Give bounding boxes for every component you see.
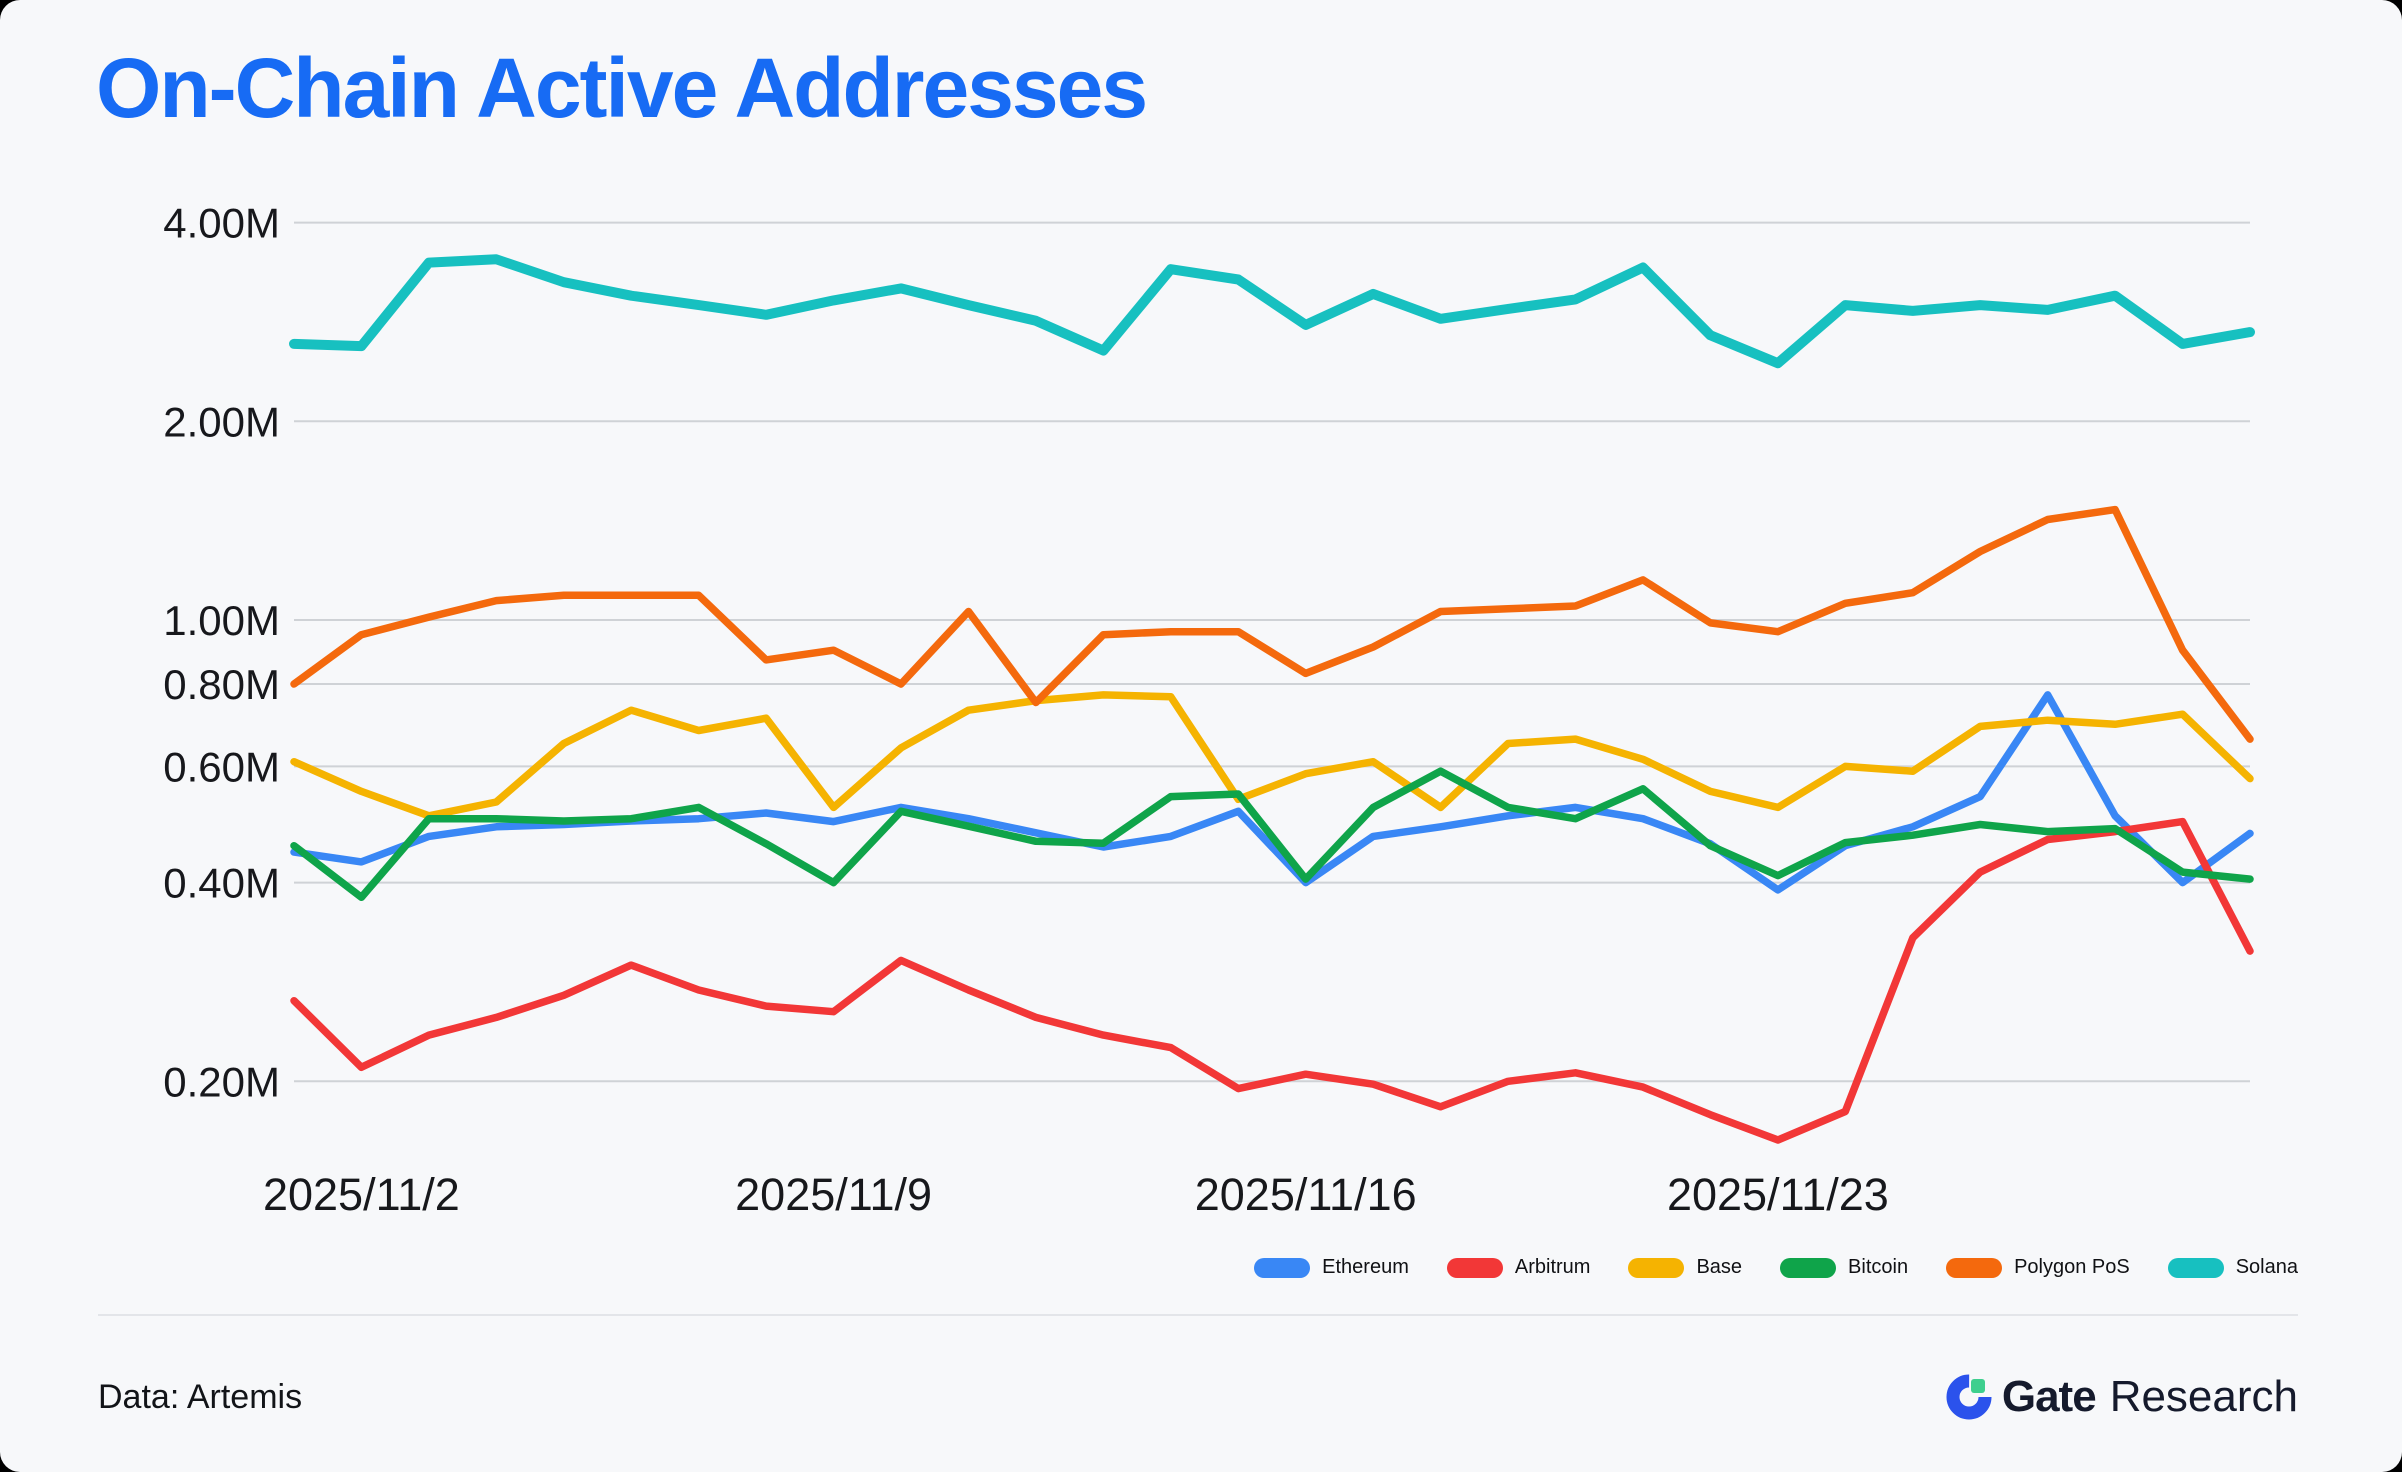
legend: Ethereum Arbitrum Base Bitcoin Polygon PoS So…	[1254, 1256, 2298, 1279]
legend-item-polygon-pos[interactable]: Polygon PoS	[1946, 1256, 2130, 1279]
legend-label: Polygon PoS	[2014, 1256, 2130, 1278]
brand-name-regular: Research	[2109, 1372, 2298, 1421]
legend-item-solana[interactable]: Solana	[2167, 1256, 2298, 1279]
legend-item-bitcoin[interactable]: Bitcoin	[1780, 1256, 1908, 1279]
line-ethereum[interactable]	[290, 691, 2254, 894]
line-chart: 4.00M 2.00M 1.00M 0.80M 0.60M 0.40M 0.20M 2025/…	[163, 200, 2255, 1220]
legend-swatch	[1254, 1257, 1311, 1278]
y-tick-label: 0.40M	[163, 860, 280, 907]
line-solana[interactable]	[289, 254, 2255, 369]
legend-swatch	[1946, 1257, 2003, 1278]
legend-item-arbitrum[interactable]: Arbitrum	[1446, 1256, 1591, 1279]
x-tick-label: 2025/11/9	[735, 1169, 932, 1220]
gate-logo-icon	[1946, 1374, 1992, 1420]
legend-swatch	[2167, 1257, 2224, 1278]
y-tick-label: 0.60M	[163, 743, 280, 790]
gate-logo-ring	[1946, 1374, 1992, 1420]
gate-logo-square	[1970, 1379, 1985, 1393]
legend-label: Arbitrum	[1514, 1256, 1591, 1278]
legend-swatch	[1446, 1257, 1503, 1278]
legend-label: Bitcoin	[1848, 1256, 1909, 1278]
legend-label: Solana	[2235, 1256, 2298, 1278]
legend-swatch	[1628, 1257, 1685, 1278]
legend-item-base[interactable]: Base	[1628, 1256, 1742, 1279]
x-tick-label: 2025/11/23	[1667, 1169, 1889, 1220]
line-bitcoin[interactable]	[290, 767, 2254, 902]
page-title: On-Chain Active Addresses	[96, 41, 1148, 135]
x-tick-label: 2025/11/16	[1195, 1169, 1417, 1220]
y-tick-label: 2.00M	[163, 398, 280, 445]
footer: Data: Artemis Gate Research	[98, 1372, 2298, 1422]
legend-label: Base	[1696, 1256, 1743, 1278]
y-tick-label: 4.00M	[163, 200, 280, 247]
divider-line	[98, 1314, 2298, 1316]
legend-label: Ethereum	[1322, 1256, 1409, 1278]
chart-canvas: 4.00M 2.00M 1.00M 0.80M 0.60M 0.40M 0.20M 2025/…	[163, 200, 2255, 1220]
legend-item-ethereum[interactable]: Ethereum	[1254, 1256, 1409, 1279]
line-arbitrum[interactable]	[290, 817, 2254, 1144]
y-tick-label: 1.00M	[163, 597, 280, 644]
line-base[interactable]	[290, 691, 2254, 820]
y-tick-label: 0.20M	[163, 1058, 280, 1105]
line-polygon-pos[interactable]	[290, 505, 2254, 743]
y-tick-label: 0.80M	[163, 661, 280, 708]
x-tick-label: 2025/11/2	[263, 1169, 460, 1220]
data-source-label: Data: Artemis	[98, 1377, 303, 1416]
brand-name-bold: Gate	[2001, 1372, 2097, 1421]
legend-swatch	[1780, 1257, 1837, 1278]
gate-research-logo: Gate Research	[1946, 1372, 2298, 1422]
